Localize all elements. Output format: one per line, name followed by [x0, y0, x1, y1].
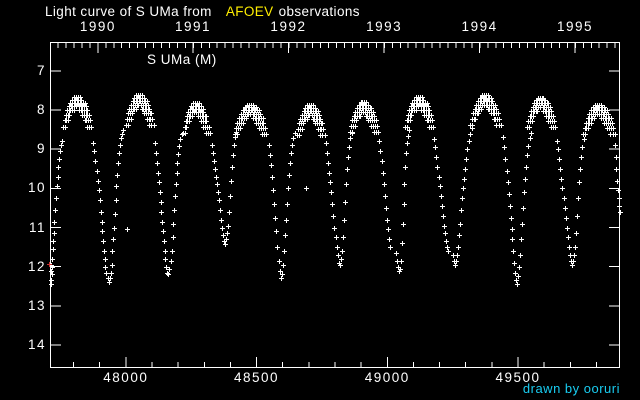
x-tick-label: 49500 — [495, 370, 541, 385]
year-label: 1994 — [461, 19, 498, 34]
series-label: S UMa (M) — [147, 52, 217, 67]
y-tick-label: 8 — [36, 102, 46, 118]
credit-text: drawn by ooruri — [522, 381, 620, 396]
y-tick-label: 12 — [27, 258, 46, 274]
chart-title-accent: AFOEV — [225, 4, 274, 19]
y-tick-label: 13 — [27, 297, 46, 313]
chart-title-part2: observations — [278, 4, 360, 19]
x-tick-label: 48000 — [103, 370, 149, 385]
chart-title-part1: Light curve of S UMa from — [45, 4, 212, 19]
year-label: 1990 — [79, 19, 116, 34]
data-points — [49, 93, 623, 287]
year-label: 1991 — [174, 19, 212, 34]
y-tick-label: 7 — [36, 62, 46, 78]
year-label: 1992 — [270, 19, 307, 34]
year-label: 1995 — [556, 19, 594, 34]
year-label: 1993 — [366, 19, 403, 34]
chart-title: Light curve of S UMa from AFOEV observatio… — [45, 4, 360, 19]
axis-ticks — [51, 43, 619, 367]
y-tick-label: 9 — [36, 141, 46, 157]
x-tick-label: 49000 — [364, 370, 410, 385]
y-tick-label: 10 — [27, 180, 46, 196]
y-tick-label: 11 — [28, 219, 46, 235]
x-tick-label: 48500 — [234, 370, 280, 385]
y-tick-label: 14 — [27, 336, 46, 352]
special-red-point — [47, 262, 52, 267]
